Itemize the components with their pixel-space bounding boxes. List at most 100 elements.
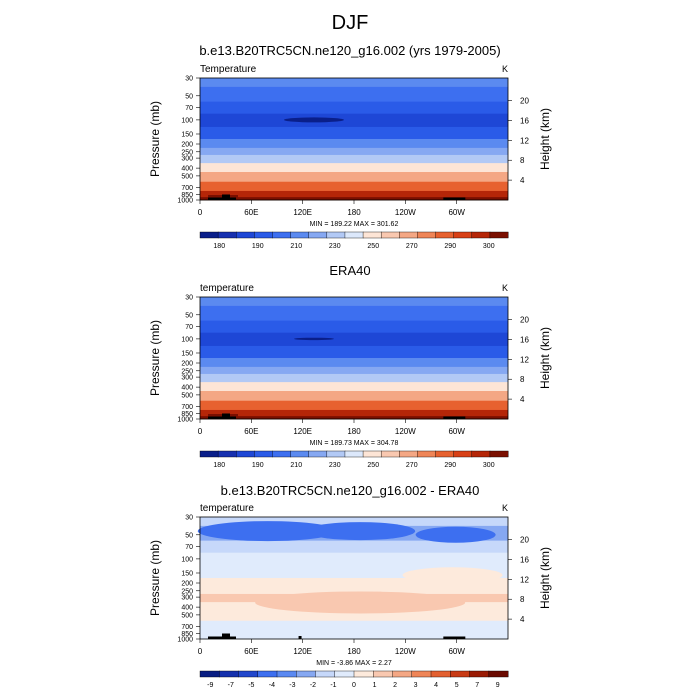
colorbar-cell (272, 450, 292, 458)
colorbar-label: 270 (406, 462, 418, 469)
y-tick-label: 700 (181, 185, 193, 192)
x-tick-label: 0 (198, 427, 203, 436)
height-tick-label: 12 (520, 355, 529, 364)
x-tick-label: 120E (293, 208, 312, 217)
units-label: K (502, 283, 508, 293)
cold-core (293, 337, 334, 341)
band-200 (200, 578, 508, 588)
y-tick-label: 50 (185, 532, 193, 539)
x-tick-label: 0 (198, 208, 203, 217)
band-300 (200, 373, 508, 383)
colorbar-cell (435, 231, 455, 239)
x-tick-label: 120E (293, 647, 312, 656)
topography-2 (222, 413, 230, 419)
diff-warm-2 (402, 567, 503, 584)
colorbar-cell (380, 450, 400, 458)
y-tick-label: 300 (181, 595, 193, 602)
x-tick-label: 60W (448, 427, 465, 436)
height-tick-label: 12 (520, 136, 529, 145)
y-axis-title: Pressure (mb) (148, 320, 162, 396)
colorbar-cell (238, 670, 259, 678)
colorbar-cell (308, 450, 328, 458)
colorbar-cell (362, 450, 382, 458)
y-tick-label: 700 (181, 404, 193, 411)
panel-1-title: b.e13.B20TRC5CN.ne120_g16.002 (yrs 1979-… (199, 43, 501, 58)
band-700 (200, 181, 508, 192)
colorbar-label: 9 (496, 682, 500, 689)
panel-2: 3050701001502002503004005007008501000201… (148, 283, 552, 469)
band-850 (200, 629, 508, 637)
diff-blob-1 (197, 521, 338, 542)
colorbar-cell (219, 670, 239, 678)
y-tick-label: 700 (181, 624, 193, 631)
colorbar-cell (450, 670, 470, 678)
colorbar-label: 230 (329, 462, 341, 469)
colorbar-cell (399, 450, 418, 458)
y-tick-label: 850 (181, 192, 193, 199)
height-tick-label: 16 (520, 116, 529, 125)
band-30 (200, 297, 508, 307)
y-tick-label: 30 (185, 515, 193, 522)
x-tick-label: 180 (347, 647, 361, 656)
cold-core (283, 117, 344, 123)
units-label: K (502, 503, 508, 513)
band-250 (200, 366, 508, 375)
band-200 (200, 139, 508, 149)
colorbar-label: 190 (252, 462, 264, 469)
colorbar-cell (257, 670, 278, 678)
colorbar-cell (380, 231, 400, 239)
colorbar-label: -2 (310, 682, 316, 689)
colorbar-cell (290, 450, 310, 458)
topography-3 (443, 416, 466, 419)
band-500 (200, 391, 508, 402)
colorbar-cell (199, 450, 219, 458)
colorbar-label: 290 (444, 462, 456, 469)
y-tick-label: 250 (181, 149, 193, 156)
y-tick-label: 200 (181, 361, 193, 368)
colorbar-cell (417, 450, 437, 458)
y-tick-label: 30 (185, 295, 193, 302)
y-tick-label: 300 (181, 156, 193, 163)
x-tick-label: 60E (244, 647, 258, 656)
band-250 (200, 586, 508, 595)
colorbar-cell (236, 231, 255, 239)
y-tick-label: 250 (181, 588, 193, 595)
colorbar-label: 250 (367, 462, 379, 469)
y-tick-label: 1000 (177, 637, 193, 644)
colorbar-label: 180 (213, 462, 225, 469)
y-tick-label: 300 (181, 375, 193, 382)
variable-label: Temperature (200, 64, 257, 75)
colorbar-label: 300 (483, 243, 495, 250)
figure-title: DJF (331, 12, 369, 34)
y-tick-label: 70 (185, 324, 193, 331)
colorbar-label: -7 (228, 682, 234, 689)
band-300 (200, 154, 508, 164)
colorbar-cell (488, 670, 509, 678)
topography-2 (222, 194, 230, 200)
band-500 (200, 172, 508, 183)
colorbar-cell (399, 231, 418, 239)
band-50 (200, 86, 508, 103)
y-tick-label: 400 (181, 166, 193, 173)
band-400 (200, 163, 508, 173)
colorbar-cell (276, 670, 297, 678)
colorbar-cell (296, 670, 316, 678)
colorbar-label: 2 (393, 682, 397, 689)
colorbar-cell (430, 670, 451, 678)
panel-3: 3050701001502002503004005007008501000201… (148, 503, 552, 689)
band-150 (200, 345, 508, 359)
colorbar-label: 3 (414, 682, 418, 689)
y-tick-label: 1000 (177, 417, 193, 424)
colorbar-cell (315, 670, 336, 678)
colorbar-cell (373, 670, 393, 678)
colorbar-label: 210 (290, 243, 302, 250)
colorbar-label: 300 (483, 462, 495, 469)
y-tick-label: 250 (181, 368, 193, 375)
colorbar-cell (362, 231, 382, 239)
colorbar-label: 250 (367, 243, 379, 250)
colorbar-label: -3 (289, 682, 295, 689)
colorbar-cell (199, 670, 220, 678)
variable-label: temperature (200, 503, 254, 514)
